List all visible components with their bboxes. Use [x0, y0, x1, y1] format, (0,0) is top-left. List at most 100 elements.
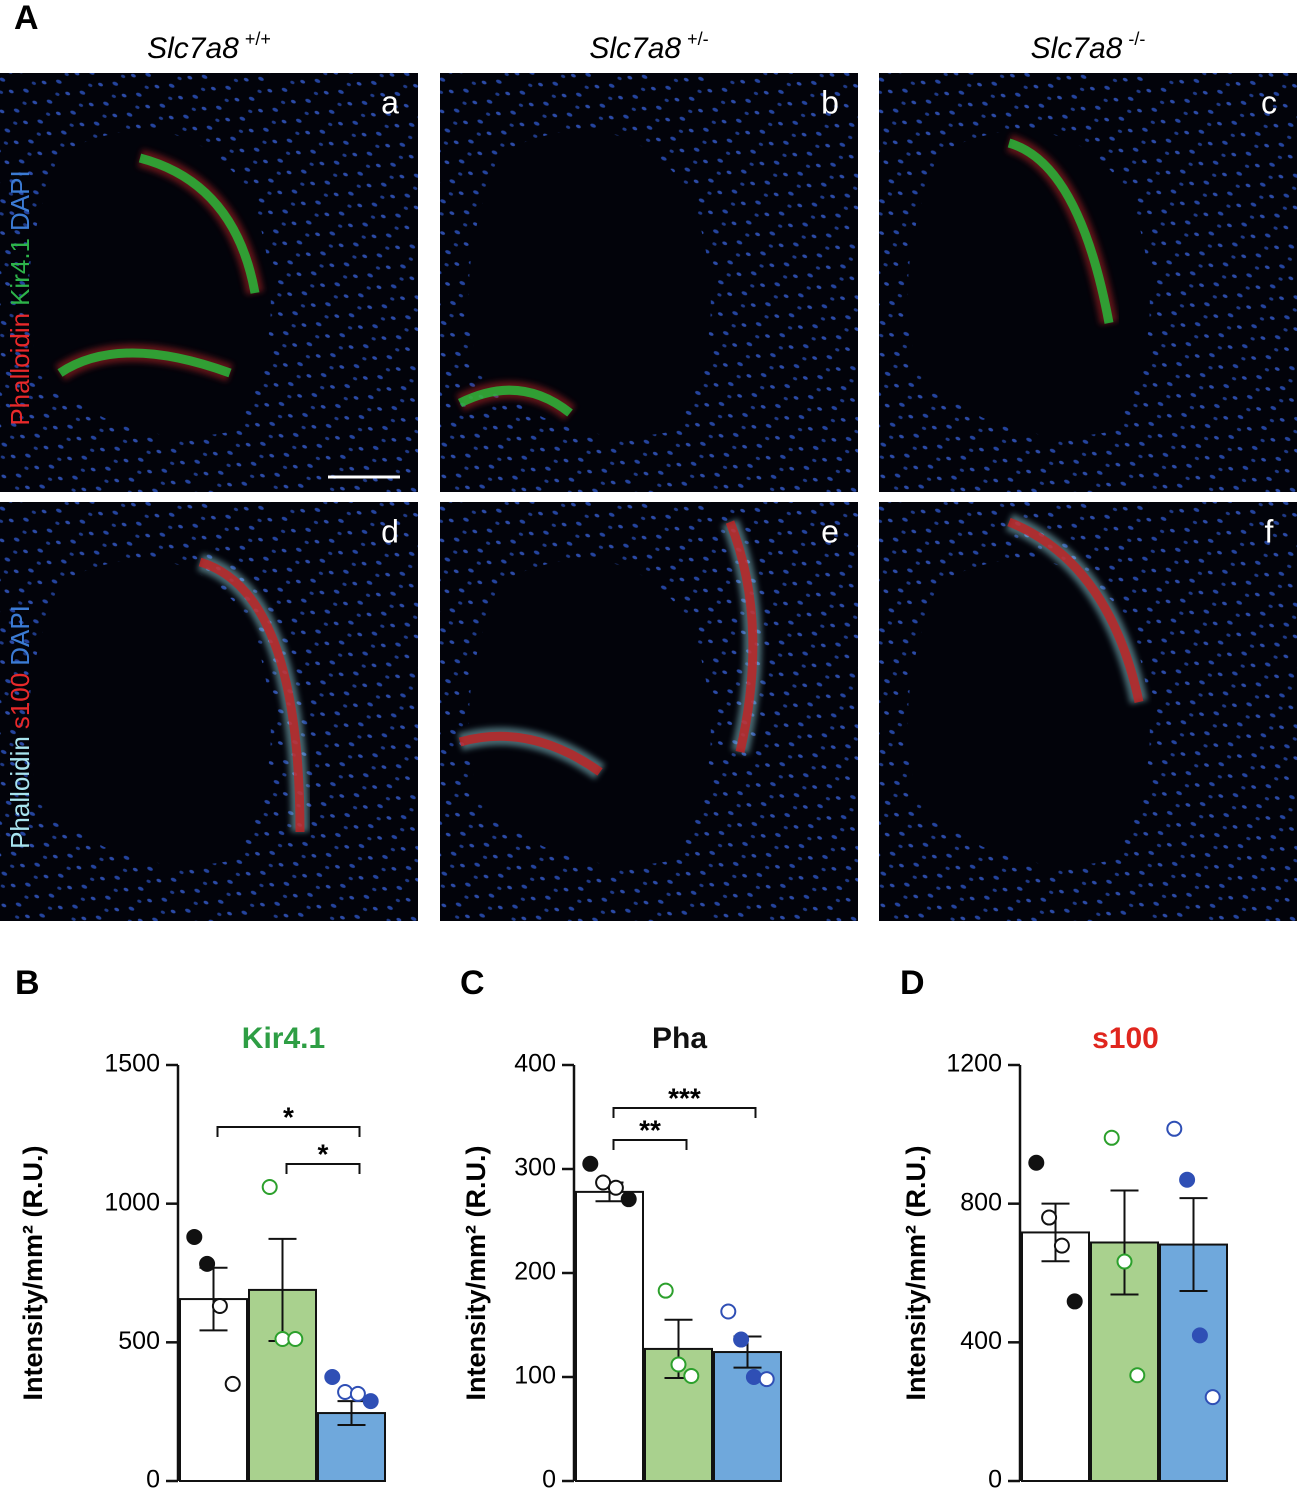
data-point	[1129, 1367, 1146, 1384]
stain-label: Phalloidin Kir4.1 DAPI	[5, 170, 35, 425]
stain-name: s100	[5, 673, 35, 729]
y-axis-label: Intensity/mm² (R.U.)	[18, 1145, 48, 1400]
genotype-header: Slc7a8 +/-	[589, 29, 708, 65]
panel-label: A	[14, 0, 39, 37]
image-letter: a	[381, 84, 399, 120]
error-bar	[1110, 1189, 1139, 1296]
stain	[198, 557, 305, 833]
y-tick-label: 0	[542, 1466, 556, 1494]
stain-label: Phalloidin s100 DAPI	[5, 605, 35, 849]
y-tick-label: 500	[118, 1327, 160, 1355]
y-tick-label: 800	[960, 1188, 1002, 1216]
gene-name: Slc7a8	[147, 32, 239, 65]
image-letter: d	[381, 513, 399, 549]
image-letter: c	[1261, 84, 1277, 120]
bar	[713, 1351, 782, 1483]
stain	[1007, 138, 1114, 324]
image-letter: f	[1265, 513, 1274, 549]
y-tick-label: 1200	[946, 1050, 1002, 1078]
y-tick-label: 200	[514, 1258, 556, 1286]
genotype-sup: +/+	[245, 29, 271, 49]
data-point	[1041, 1209, 1058, 1226]
bar	[575, 1190, 644, 1482]
data-point	[607, 1179, 624, 1196]
tissue	[879, 502, 1297, 921]
data-point	[224, 1375, 241, 1392]
data-point	[670, 1356, 687, 1373]
genotype-header: Slc7a8 +/+	[147, 29, 271, 65]
data-point	[758, 1371, 775, 1388]
data-point	[1028, 1154, 1045, 1171]
tissue	[879, 73, 1297, 492]
significance-label: *	[318, 1138, 329, 1169]
data-point	[745, 1369, 762, 1385]
significance-bracket	[612, 1139, 688, 1150]
stain	[1007, 517, 1144, 703]
significance-label: ***	[668, 1082, 701, 1113]
data-point	[620, 1191, 637, 1208]
stain	[458, 520, 758, 776]
tissue	[0, 502, 418, 921]
panel-label: B	[15, 964, 40, 1002]
data-point	[1053, 1237, 1070, 1254]
data-point	[1191, 1327, 1208, 1344]
micrograph: d	[0, 502, 418, 921]
stain-name: Phalloidin	[5, 313, 35, 426]
data-point	[683, 1367, 700, 1384]
stain-name: Phalloidin	[5, 736, 35, 849]
data-point	[186, 1228, 203, 1245]
y-axis-label: Intensity/mm² (R.U.)	[461, 1145, 491, 1400]
tissue	[0, 73, 418, 492]
y-tick-label: 400	[514, 1050, 556, 1078]
error-bar	[1179, 1197, 1208, 1293]
data-point	[261, 1179, 278, 1196]
y-tick-label: 0	[988, 1466, 1002, 1494]
panel-label: D	[900, 964, 925, 1002]
stain-name: Kir4.1	[5, 238, 35, 306]
data-point	[1066, 1293, 1083, 1310]
data-point	[211, 1298, 228, 1315]
chart-title: Kir4.1	[242, 1022, 325, 1055]
y-tick-label: 1000	[104, 1188, 160, 1216]
micrograph: c	[879, 73, 1297, 492]
data-point	[1116, 1253, 1133, 1270]
data-point	[349, 1385, 366, 1402]
data-point	[1204, 1389, 1221, 1406]
significance-bracket	[612, 1107, 757, 1118]
y-tick-label: 300	[514, 1154, 556, 1182]
gene-name: Slc7a8	[589, 32, 681, 65]
genotype-header: Slc7a8 -/-	[1031, 29, 1146, 65]
y-tick-label: 400	[960, 1327, 1002, 1355]
significance-bracket	[216, 1126, 361, 1137]
data-point	[287, 1331, 304, 1348]
data-point	[1103, 1129, 1120, 1146]
stain	[57, 153, 260, 378]
genotype-sup: -/-	[1128, 29, 1145, 49]
gene-name: Slc7a8	[1031, 32, 1123, 65]
image-letter: b	[821, 84, 839, 120]
stain-name: DAPI	[5, 170, 35, 231]
micrograph: a	[0, 73, 418, 492]
y-tick-label: 100	[514, 1362, 556, 1390]
y-axis-label: Intensity/mm² (R.U.)	[901, 1145, 931, 1400]
data-point	[720, 1303, 737, 1320]
significance-label: **	[639, 1114, 661, 1145]
data-point	[324, 1369, 341, 1385]
micrograph: e	[440, 502, 858, 921]
significance-label: *	[283, 1101, 294, 1132]
data-point	[337, 1383, 354, 1400]
data-point	[362, 1393, 379, 1410]
data-point	[582, 1155, 599, 1172]
data-point	[1179, 1171, 1196, 1188]
y-tick-label: 0	[146, 1466, 160, 1494]
micrograph: f	[879, 502, 1297, 921]
data-point	[657, 1282, 674, 1299]
chart-title: Pha	[652, 1022, 707, 1055]
bar	[1021, 1231, 1090, 1482]
significance-bracket	[285, 1163, 361, 1174]
tissue	[440, 73, 858, 492]
data-point	[199, 1255, 216, 1272]
data-point	[733, 1331, 750, 1348]
data-point	[1166, 1120, 1183, 1137]
